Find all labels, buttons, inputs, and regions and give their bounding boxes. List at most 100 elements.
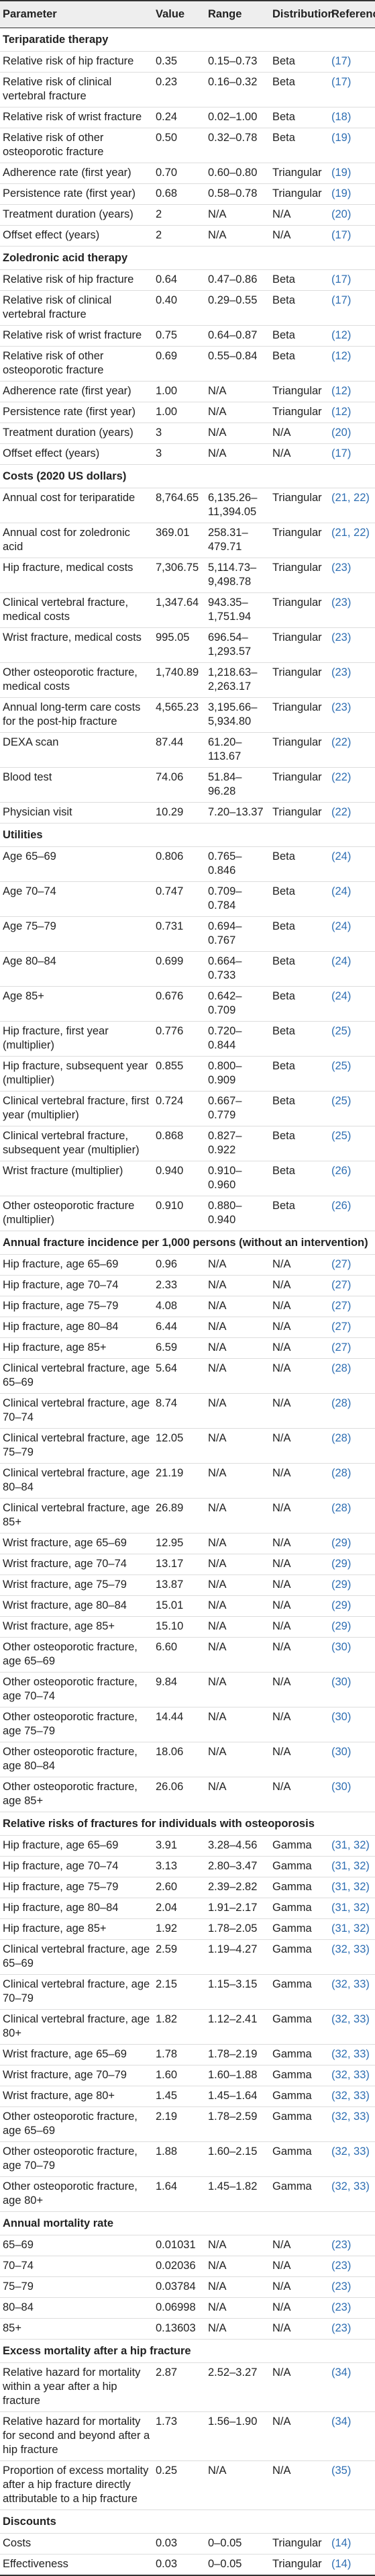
range-cell: 0.60–0.80: [205, 163, 270, 184]
distribution-cell: Beta: [270, 1161, 329, 1196]
distribution-cell: N/A: [270, 2411, 329, 2461]
value-cell: 6.44: [153, 1317, 205, 1338]
value-cell: 1.82: [153, 2009, 205, 2045]
range-cell: 0.58–0.78: [205, 183, 270, 205]
data-row: Other osteoporotic fracture, age 65–69 6.…: [0, 1637, 375, 1673]
parameter-cell: Age 70–74: [0, 881, 153, 917]
reference-cell: (22): [329, 802, 375, 824]
data-row: Other osteoporotic fracture, age 65–69 2.…: [0, 2106, 375, 2142]
range-cell: 1.78–2.05: [205, 1918, 270, 1940]
parameter-cell: Hip fracture, age 75–79: [0, 1877, 153, 1898]
value-cell: 18.06: [153, 1742, 205, 1777]
distribution-cell: Triangular: [270, 802, 329, 824]
reference-cell: (27): [329, 1254, 375, 1276]
value-cell: 0.23: [153, 72, 205, 107]
reference-cell: (17): [329, 269, 375, 291]
distribution-cell: N/A: [270, 1672, 329, 1707]
value-cell: 9.84: [153, 1672, 205, 1707]
range-cell: 0.765–0.846: [205, 846, 270, 882]
parameter-cell: Relative risk of wrist fracture: [0, 325, 153, 347]
value-cell: 0.96: [153, 1254, 205, 1276]
reference-cell: (12): [329, 402, 375, 423]
data-row: Hip fracture, age 80–84 2.04 1.91–2.17 Gamm…: [0, 1898, 375, 1919]
value-cell: 0.747: [153, 881, 205, 917]
range-cell: 1.19–4.27: [205, 1939, 270, 1975]
parameter-cell: Age 80–84: [0, 951, 153, 987]
parameter-cell: Other osteoporotic fracture, age 85+: [0, 1777, 153, 1812]
data-row: Costs 0.03 0–0.05 Triangular (14): [0, 2533, 375, 2555]
distribution-cell: N/A: [270, 1428, 329, 1464]
range-cell: 0.47–0.86: [205, 269, 270, 291]
data-row: Clinical vertebral fracture, age 80+ 1.82…: [0, 2009, 375, 2045]
distribution-cell: Triangular: [270, 163, 329, 184]
distribution-cell: N/A: [270, 443, 329, 465]
data-row: Age 65–69 0.806 0.765–0.846 Beta (24): [0, 846, 375, 882]
data-row: Relative risk of wrist fracture 0.24 0.02–…: [0, 107, 375, 128]
distribution-cell: N/A: [270, 1533, 329, 1554]
range-cell: N/A: [205, 1707, 270, 1742]
section-title: Costs (2020 US dollars): [0, 464, 375, 488]
reference-cell: (23): [329, 2276, 375, 2298]
data-row: Other osteoporotic fracture, age 70–79 1.…: [0, 2141, 375, 2177]
distribution-cell: Gamma: [270, 1939, 329, 1975]
reference-cell: (21, 22): [329, 523, 375, 558]
data-row: Clinical vertebral fracture, subsequent …: [0, 1126, 375, 1161]
reference-cell: (29): [329, 1533, 375, 1554]
parameter-cell: Other osteoporotic fracture, medical cos…: [0, 662, 153, 698]
distribution-cell: Triangular: [270, 381, 329, 402]
parameter-cell: Other osteoporotic fracture, age 65–69: [0, 2106, 153, 2142]
value-cell: 0.01031: [153, 2235, 205, 2256]
range-cell: N/A: [205, 1595, 270, 1617]
range-cell: 51.84–96.28: [205, 767, 270, 803]
value-cell: 15.10: [153, 1616, 205, 1638]
parameter-cell: Other osteoporotic fracture, age 75–79: [0, 1707, 153, 1742]
range-cell: N/A: [205, 2297, 270, 2319]
distribution-cell: N/A: [270, 1358, 329, 1394]
range-cell: 2.39–2.82: [205, 1877, 270, 1898]
distribution-cell: N/A: [270, 1463, 329, 1499]
reference-cell: (25): [329, 1056, 375, 1092]
reference-cell: (30): [329, 1707, 375, 1742]
data-row: Hip fracture, age 65–69 0.96 N/A N/A (27): [0, 1254, 375, 1276]
section-title: Teriparatide therapy: [0, 28, 375, 52]
value-cell: 1.60: [153, 2065, 205, 2086]
data-row: Hip fracture, age 85+ 6.59 N/A N/A (27): [0, 1337, 375, 1359]
reference-cell: (32, 33): [329, 2086, 375, 2107]
distribution-cell: Beta: [270, 951, 329, 987]
reference-cell: (28): [329, 1498, 375, 1534]
parameter-cell: Wrist fracture (multiplier): [0, 1161, 153, 1196]
parameter-cell: Hip fracture, medical costs: [0, 558, 153, 593]
reference-cell: (28): [329, 1393, 375, 1429]
data-row: Clinical vertebral fracture, age 80–84 21…: [0, 1463, 375, 1499]
distribution-cell: N/A: [270, 1707, 329, 1742]
parameter-cell: Relative risk of other osteoporotic frac…: [0, 128, 153, 163]
data-row: Age 80–84 0.699 0.664–0.733 Beta (24): [0, 951, 375, 987]
value-cell: 13.17: [153, 1554, 205, 1575]
reference-cell: (25): [329, 1126, 375, 1161]
parameter-cell: Hip fracture, age 70–74: [0, 1856, 153, 1877]
distribution-cell: Beta: [270, 290, 329, 326]
column-header: Distribution: [270, 0, 335, 28]
range-cell: 3.28–4.56: [205, 1835, 270, 1857]
section-title: Zoledronic acid therapy: [0, 246, 375, 270]
data-row: Adherence rate (first year) 1.00 N/A Triang…: [0, 381, 375, 402]
reference-cell: (24): [329, 951, 375, 987]
parameter-cell: Age 75–79: [0, 916, 153, 952]
data-row: Wrist fracture, age 85+ 15.10 N/A N/A (29): [0, 1616, 375, 1638]
distribution-cell: Triangular: [270, 627, 329, 663]
distribution-cell: N/A: [270, 204, 329, 226]
reference-cell: (29): [329, 1595, 375, 1617]
reference-cell: (23): [329, 592, 375, 628]
reference-cell: (22): [329, 767, 375, 803]
distribution-cell: Triangular: [270, 2533, 329, 2555]
range-cell: 0.694–0.767: [205, 916, 270, 952]
distribution-cell: N/A: [270, 225, 329, 247]
data-row: Wrist fracture (multiplier) 0.940 0.910–0.…: [0, 1161, 375, 1196]
distribution-cell: Gamma: [270, 2044, 329, 2066]
reference-cell: (23): [329, 558, 375, 593]
range-cell: 0.880–0.940: [205, 1196, 270, 1231]
section-title: Utilities: [0, 823, 375, 847]
data-row: Hip fracture, age 85+ 1.92 1.78–2.05 Gamma(…: [0, 1918, 375, 1940]
value-cell: 2: [153, 204, 205, 226]
range-cell: N/A: [205, 443, 270, 465]
